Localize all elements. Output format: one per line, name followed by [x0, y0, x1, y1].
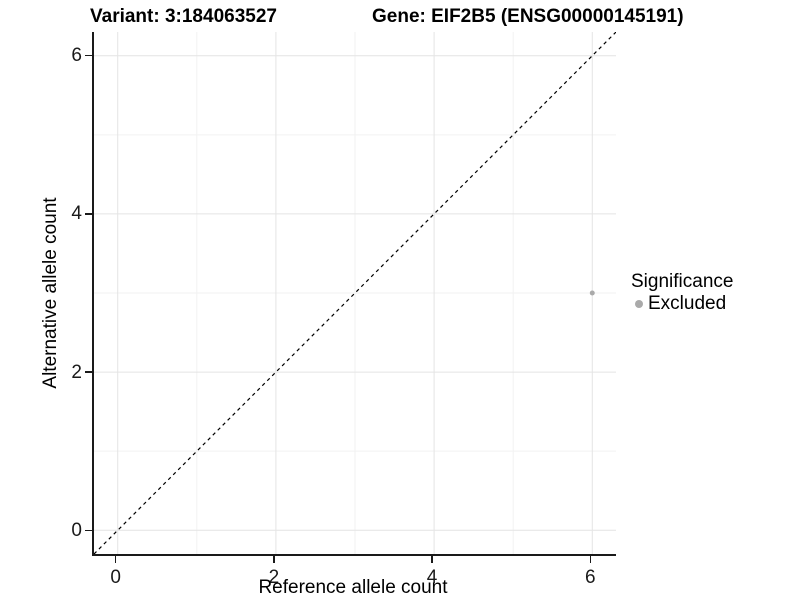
legend-item-excluded: Excluded — [631, 293, 733, 314]
x-tick-mark — [431, 556, 433, 563]
plot-panel — [92, 32, 616, 556]
x-tick-mark — [273, 556, 275, 563]
y-tick-label: 2 — [71, 361, 82, 383]
variant-title: Variant: 3:184063527 — [90, 6, 277, 27]
x-tick-label: 0 — [110, 567, 121, 588]
scatter-plot-area — [94, 32, 616, 554]
legend-title: Significance — [631, 271, 734, 292]
y-tick-mark — [85, 529, 92, 532]
y-axis-title: Alternative allele count — [40, 197, 61, 389]
x-tick-mark — [589, 556, 592, 563]
y-tick-mark — [85, 371, 92, 373]
excluded-point-icon — [635, 299, 643, 308]
legend-item-label: Excluded — [648, 293, 727, 314]
x-tick-label: 2 — [268, 567, 280, 588]
y-tick-label: 4 — [71, 203, 82, 225]
y-tick-label: 6 — [71, 45, 82, 67]
legend: Significance Excluded — [631, 271, 733, 314]
y-tick-label: 0 — [71, 519, 82, 541]
data-point — [589, 290, 595, 296]
x-tick-label: 4 — [426, 567, 438, 588]
y-tick-mark — [85, 213, 92, 215]
x-tick-mark — [114, 556, 117, 563]
x-axis-title: Reference allele count — [258, 577, 448, 598]
y-tick-mark — [85, 54, 92, 57]
x-tick-label: 6 — [584, 567, 596, 588]
gene-title: Gene: EIF2B5 (ENSG00000145191) — [372, 6, 684, 27]
